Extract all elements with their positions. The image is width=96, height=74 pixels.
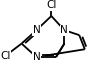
Text: Cl: Cl [46,0,57,10]
Text: N: N [33,52,40,62]
Text: N: N [33,25,40,35]
Text: N: N [60,25,68,35]
Text: Cl: Cl [1,51,11,61]
